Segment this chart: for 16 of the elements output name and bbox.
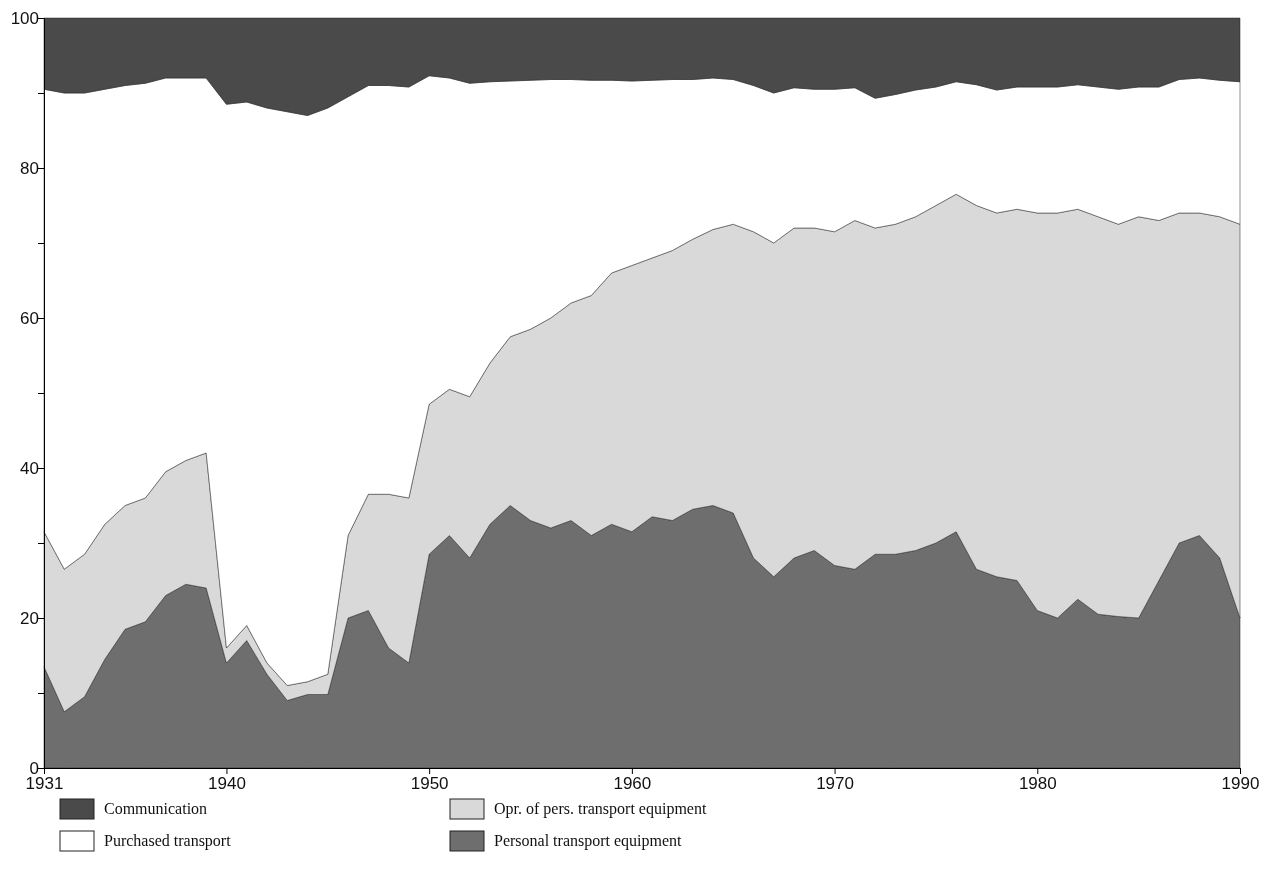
legend-label: Purchased transport <box>104 832 232 850</box>
x-tick-label: 1970 <box>816 774 854 794</box>
legend-label: Communication <box>104 800 208 817</box>
y-tick-label: 20 <box>20 609 39 629</box>
legend-label: Opr. of pers. transport equipment <box>494 800 707 818</box>
x-tick-label: 1960 <box>613 774 652 794</box>
y-tick-label: 80 <box>20 159 39 179</box>
y-tick-label: 60 <box>20 309 39 329</box>
x-tick-label: 1940 <box>208 774 246 794</box>
x-tick-label: 1990 <box>1221 774 1260 794</box>
legend-label: Personal transport equipment <box>494 832 683 850</box>
x-tick-label: 1950 <box>410 774 449 794</box>
y-tick-label: 100 <box>10 9 39 29</box>
x-tick-label: 1980 <box>1018 774 1057 794</box>
x-tick-label: 1931 <box>25 774 64 794</box>
y-tick-label: 40 <box>20 459 39 479</box>
